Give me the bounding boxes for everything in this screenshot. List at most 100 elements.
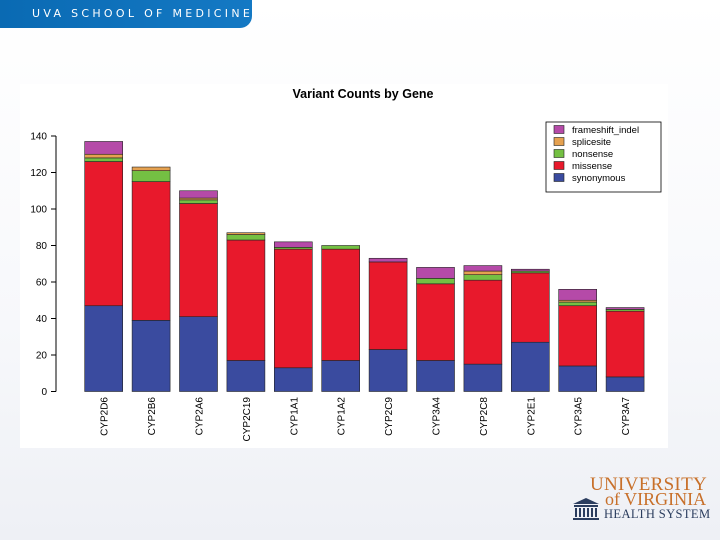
bar-segment-nonsense [558, 301, 598, 307]
bar-stack-cyp2c9 [368, 257, 408, 392]
legend-label: nonsense [572, 149, 613, 160]
bar-stack-cyp2d6 [84, 141, 123, 392]
bar-segment-nonsense [84, 157, 123, 162]
bar-segment-frameshift-indel [605, 307, 645, 310]
x-tick-label: CYP2C9 [384, 397, 395, 436]
bar-segment-synonymous [368, 349, 408, 392]
bars-group [84, 141, 645, 392]
y-tick-label: 100 [30, 205, 47, 216]
bar-segment-frameshift-indel [463, 265, 503, 272]
bar-segment-synonymous [463, 363, 503, 392]
legend-label: frameshift_indel [572, 125, 639, 136]
bar-segment-missense [179, 203, 218, 317]
y-tick-label: 80 [36, 241, 48, 252]
bar-segment-synonymous [605, 376, 645, 392]
x-tick-label: CYP2E1 [526, 397, 537, 436]
bar-segment-missense [510, 272, 550, 343]
bar-segment-missense [321, 248, 361, 361]
rotunda-icon [573, 498, 599, 520]
bar-segment-nonsense [226, 234, 266, 241]
x-tick-label: CYP2D6 [100, 397, 111, 436]
x-tick-label: CYP2C19 [242, 397, 253, 442]
bar-stack-cyp1a1 [274, 241, 313, 392]
bar-segment-nonsense [179, 199, 218, 204]
x-tick-label: CYP2B6 [147, 397, 158, 436]
bar-segment-missense [463, 279, 503, 365]
legend-label: splicesite [572, 137, 611, 148]
bar-segment-synonymous [84, 305, 123, 392]
bar-stack-cyp2b6 [131, 166, 171, 392]
bar-segment-synonymous [131, 320, 171, 392]
x-axis-labels: CYP2D6 CYP2B6 CYP2A6 CYP2C19 CYP1A1 CYP1A2 CYP… [100, 397, 632, 442]
header-title: UVA SCHOOL OF MEDICINE [32, 7, 254, 20]
bar-segment-synonymous [179, 316, 218, 392]
header-bar: UVA SCHOOL OF MEDICINE [0, 0, 252, 28]
legend-swatch-frameshift-indel [553, 125, 565, 134]
chart-panel: Variant Counts by Gene 0 20 40 60 80 100 120 14… [20, 84, 668, 448]
bar-stack-cyp2c19 [226, 232, 266, 392]
uva-health-system-logo: UNIVERSITY of VIRGINIA HEALTH SYSTEM [572, 474, 711, 527]
bar-segment-missense [605, 310, 645, 378]
bar-segment-missense [558, 305, 598, 367]
x-tick-label: CYP2C8 [479, 397, 490, 436]
bar-segment-frameshift-indel [510, 268, 550, 272]
x-tick-label: CYP3A4 [432, 397, 443, 436]
y-tick-label: 120 [30, 168, 47, 179]
bar-segment-missense [131, 181, 171, 321]
bar-segment-missense [84, 161, 123, 307]
legend: frameshift_indelsplicesitenonsensemissen… [545, 121, 662, 193]
bar-segment-synonymous [274, 367, 313, 392]
logo-university-text: UNIVERSITY [590, 474, 707, 495]
bar-segment-nonsense [131, 170, 171, 182]
bar-segment-synonymous [558, 365, 598, 392]
bar-segment-splicesite [131, 166, 171, 171]
legend-box [545, 121, 662, 193]
bar-segment-frameshift-indel [558, 289, 598, 301]
y-tick-label: 140 [30, 132, 47, 143]
x-tick-label: CYP2A6 [195, 397, 206, 436]
legend-label: missense [572, 161, 612, 172]
chart-title: Variant Counts by Gene [292, 87, 433, 101]
y-axis: 0 20 40 60 80 100 120 140 [30, 132, 57, 398]
bar-segment-frameshift-indel [179, 190, 218, 199]
bar-stack-cyp3a5 [558, 289, 598, 392]
bar-segment-missense [274, 248, 313, 369]
stacked-bar-chart: Variant Counts by Gene 0 20 40 60 80 100 120 14… [30, 87, 662, 442]
bar-stack-cyp3a4 [416, 267, 455, 392]
bar-stack-cyp2c8 [463, 265, 503, 392]
bar-segment-synonymous [510, 341, 550, 392]
bar-stack-cyp2e1 [510, 268, 550, 392]
bar-segment-splicesite [226, 232, 266, 235]
bar-segment-missense [416, 283, 455, 361]
y-tick-label: 60 [36, 278, 48, 289]
legend-swatch-synonymous [553, 173, 565, 182]
y-tick-label: 0 [41, 387, 47, 398]
x-tick-label: CYP3A7 [621, 397, 632, 436]
bar-segment-missense [226, 239, 266, 361]
bar-segment-synonymous [226, 360, 266, 392]
bar-segment-nonsense [463, 274, 503, 281]
legend-label: synonymous [572, 173, 626, 184]
bar-segment-frameshift-indel [84, 141, 123, 155]
bar-segment-nonsense [321, 245, 361, 250]
legend-swatch-splicesite [553, 137, 565, 146]
bar-segment-synonymous [321, 360, 361, 392]
x-tick-label: CYP3A5 [574, 397, 585, 436]
legend-swatch-missense [553, 161, 565, 170]
logo-virginia-text: of VIRGINIA [605, 489, 707, 509]
bar-stack-cyp3a7 [605, 307, 645, 392]
logo-health-system-text: HEALTH SYSTEM [604, 507, 711, 521]
bar-segment-splicesite [84, 153, 123, 159]
bar-segment-frameshift-indel [368, 257, 408, 263]
bar-segment-frameshift-indel [416, 267, 455, 279]
bar-segment-nonsense [416, 278, 455, 285]
bar-stack-cyp1a2 [321, 245, 361, 392]
legend-swatch-nonsense [553, 149, 565, 158]
y-tick-label: 20 [36, 351, 48, 362]
bar-segment-missense [368, 261, 408, 350]
bar-segment-frameshift-indel [274, 241, 313, 248]
bar-stack-cyp2a6 [179, 190, 218, 392]
x-tick-label: CYP1A1 [289, 397, 300, 436]
bar-segment-synonymous [416, 360, 455, 392]
y-tick-label: 40 [36, 314, 48, 325]
